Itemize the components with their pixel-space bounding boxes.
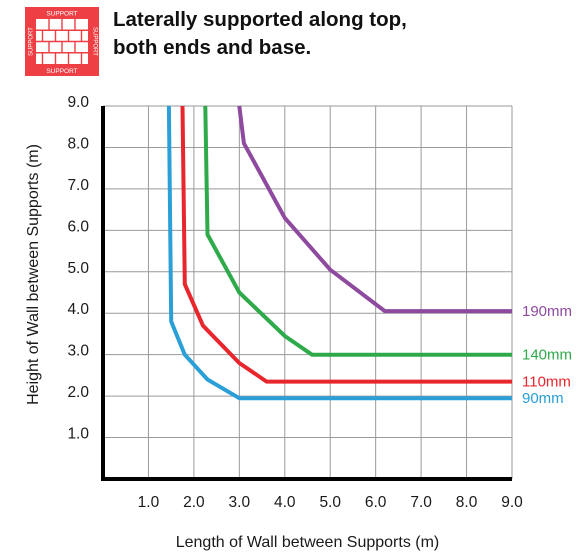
- icon-label-bottom: SUPPORT: [46, 68, 77, 75]
- icon-label-left: SUPPORT: [29, 27, 35, 56]
- icon-label-top: SUPPORT: [46, 11, 77, 18]
- y-tick-label: 3.0: [67, 343, 89, 360]
- x-tick-label: 3.0: [229, 494, 251, 511]
- y-tick-label: 8.0: [67, 135, 89, 152]
- series-line-110mm: [180, 105, 512, 384]
- series-label-190mm: 190mm: [522, 303, 572, 320]
- series-line-90mm: [166, 105, 512, 401]
- y-tick-label: 4.0: [67, 301, 89, 318]
- page-title: Laterally supported along top, both ends…: [113, 6, 533, 62]
- series-line-190mm: [237, 105, 512, 314]
- series-label-110mm: 110mm: [522, 374, 571, 391]
- y-axis-title: Height of Wall between Supports (m): [25, 144, 42, 405]
- title-line-1: Laterally supported along top,: [113, 8, 407, 31]
- x-tick-label: 5.0: [319, 494, 341, 511]
- wall-support-icon: SUPPORT SUPPORT SUPPORT SUPPORT: [25, 7, 99, 76]
- x-tick-label: 2.0: [183, 494, 205, 511]
- chart-tick-labels: 1.0 2.0 3.0 4.0 5.0 6.0 7.0 8.0 9.0 1.0 2.0 3.0 4.0 5…: [67, 94, 523, 511]
- y-tick-label: 7.0: [67, 177, 89, 194]
- chart-series: [166, 105, 512, 401]
- title-line-2: both ends and base.: [113, 36, 312, 59]
- chart-axes: [101, 106, 512, 481]
- x-tick-label: 4.0: [274, 494, 296, 511]
- chart-grid: [103, 105, 513, 479]
- icon-brick-lines: [36, 19, 88, 64]
- header: SUPPORT SUPPORT SUPPORT SUPPORT Laterall…: [0, 0, 585, 80]
- x-tick-label: 1.0: [138, 494, 160, 511]
- x-tick-label: 8.0: [456, 494, 478, 511]
- series-line-140mm: [203, 105, 512, 357]
- y-tick-label: 6.0: [67, 218, 89, 235]
- x-tick-label: 7.0: [410, 494, 432, 511]
- series-label-90mm: 90mm: [522, 390, 564, 407]
- y-tick-label: 9.0: [67, 94, 89, 111]
- x-axis-title: Length of Wall between Supports (m): [176, 534, 440, 551]
- y-tick-label: 5.0: [67, 260, 89, 277]
- series-label-140mm: 140mm: [522, 347, 572, 364]
- y-tick-label: 2.0: [67, 384, 89, 401]
- x-tick-label: 6.0: [365, 494, 387, 511]
- y-tick-label: 1.0: [67, 426, 89, 443]
- x-tick-label: 9.0: [501, 494, 523, 511]
- icon-label-right: SUPPORT: [92, 27, 98, 56]
